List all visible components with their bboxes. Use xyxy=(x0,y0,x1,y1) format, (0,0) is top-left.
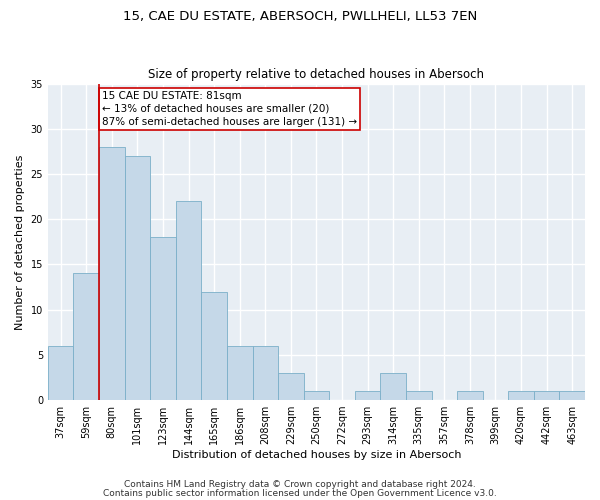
Bar xyxy=(125,156,150,400)
Text: Contains HM Land Registry data © Crown copyright and database right 2024.: Contains HM Land Registry data © Crown c… xyxy=(124,480,476,489)
Bar xyxy=(304,391,329,400)
Bar xyxy=(380,373,406,400)
Bar xyxy=(355,391,380,400)
Bar xyxy=(73,274,99,400)
Bar xyxy=(227,346,253,400)
Title: Size of property relative to detached houses in Abersoch: Size of property relative to detached ho… xyxy=(148,68,484,81)
X-axis label: Distribution of detached houses by size in Abersoch: Distribution of detached houses by size … xyxy=(172,450,461,460)
Bar xyxy=(48,346,73,400)
Bar xyxy=(534,391,559,400)
Bar xyxy=(508,391,534,400)
Text: Contains public sector information licensed under the Open Government Licence v3: Contains public sector information licen… xyxy=(103,489,497,498)
Bar xyxy=(176,201,202,400)
Text: 15 CAE DU ESTATE: 81sqm
← 13% of detached houses are smaller (20)
87% of semi-de: 15 CAE DU ESTATE: 81sqm ← 13% of detache… xyxy=(101,91,357,127)
Bar xyxy=(99,147,125,400)
Text: 15, CAE DU ESTATE, ABERSOCH, PWLLHELI, LL53 7EN: 15, CAE DU ESTATE, ABERSOCH, PWLLHELI, L… xyxy=(123,10,477,23)
Bar xyxy=(202,292,227,400)
Bar xyxy=(150,238,176,400)
Bar xyxy=(406,391,431,400)
Y-axis label: Number of detached properties: Number of detached properties xyxy=(15,154,25,330)
Bar xyxy=(457,391,482,400)
Bar xyxy=(559,391,585,400)
Bar xyxy=(278,373,304,400)
Bar xyxy=(253,346,278,400)
